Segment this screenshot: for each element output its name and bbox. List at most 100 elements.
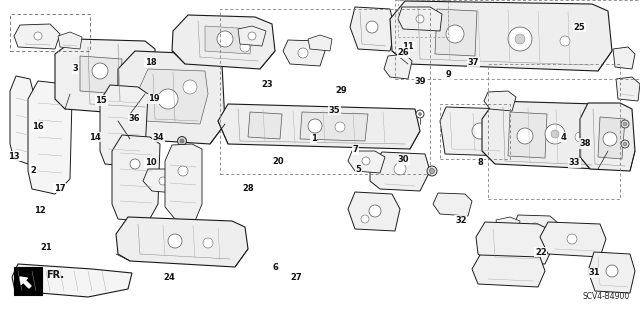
- Circle shape: [183, 80, 197, 94]
- Polygon shape: [300, 112, 368, 141]
- Polygon shape: [496, 217, 520, 233]
- Circle shape: [623, 142, 627, 146]
- Text: 10: 10: [145, 158, 156, 167]
- Polygon shape: [390, 1, 612, 71]
- Polygon shape: [118, 51, 225, 144]
- Circle shape: [416, 15, 424, 23]
- Polygon shape: [238, 26, 266, 46]
- Polygon shape: [100, 85, 148, 167]
- Circle shape: [158, 89, 178, 109]
- Text: 25: 25: [573, 23, 585, 32]
- Circle shape: [515, 34, 525, 44]
- Circle shape: [369, 205, 381, 217]
- Circle shape: [623, 122, 627, 126]
- Text: 35: 35: [329, 106, 340, 115]
- Polygon shape: [10, 76, 35, 164]
- Text: 28: 28: [243, 184, 254, 193]
- Text: 24: 24: [164, 273, 175, 282]
- Circle shape: [603, 132, 617, 146]
- Circle shape: [560, 36, 570, 46]
- Text: 17: 17: [54, 184, 65, 193]
- Polygon shape: [283, 40, 325, 66]
- Circle shape: [180, 162, 189, 172]
- Text: 14: 14: [89, 133, 100, 142]
- Polygon shape: [12, 264, 132, 297]
- Circle shape: [177, 137, 186, 145]
- Circle shape: [621, 120, 629, 128]
- Circle shape: [366, 21, 378, 33]
- Polygon shape: [613, 47, 635, 69]
- Text: SCV4-B4900: SCV4-B4900: [583, 292, 630, 301]
- Polygon shape: [588, 252, 635, 293]
- Circle shape: [240, 42, 250, 52]
- Text: FR.: FR.: [46, 270, 64, 280]
- Text: 2: 2: [30, 166, 36, 175]
- Circle shape: [517, 128, 533, 144]
- Circle shape: [159, 177, 167, 185]
- Circle shape: [308, 119, 322, 133]
- Text: 9: 9: [445, 70, 451, 79]
- Polygon shape: [384, 54, 412, 79]
- Text: 37: 37: [468, 58, 479, 67]
- Text: 4: 4: [560, 133, 566, 142]
- Text: 18: 18: [145, 58, 156, 67]
- Polygon shape: [484, 91, 516, 111]
- Text: 12: 12: [34, 206, 45, 215]
- Circle shape: [180, 139, 184, 143]
- Circle shape: [298, 48, 308, 58]
- Text: 8: 8: [477, 158, 483, 167]
- Circle shape: [335, 122, 345, 132]
- Text: 32: 32: [455, 216, 467, 225]
- Text: 39: 39: [415, 77, 426, 86]
- Circle shape: [168, 234, 182, 248]
- Text: 30: 30: [397, 155, 409, 164]
- Polygon shape: [138, 69, 208, 124]
- Polygon shape: [112, 135, 160, 222]
- Text: 13: 13: [8, 152, 20, 161]
- Circle shape: [621, 140, 629, 148]
- Polygon shape: [172, 15, 275, 69]
- Circle shape: [446, 25, 464, 43]
- Text: 23: 23: [262, 80, 273, 89]
- Circle shape: [472, 123, 488, 139]
- Circle shape: [394, 163, 406, 175]
- FancyArrow shape: [20, 277, 31, 288]
- Text: 21: 21: [41, 243, 52, 252]
- Text: 11: 11: [403, 42, 414, 51]
- Polygon shape: [435, 9, 477, 56]
- Circle shape: [531, 223, 539, 231]
- Polygon shape: [472, 255, 545, 287]
- Polygon shape: [205, 26, 253, 54]
- Circle shape: [419, 113, 422, 115]
- Polygon shape: [440, 107, 510, 156]
- Circle shape: [427, 166, 437, 176]
- Circle shape: [178, 166, 188, 176]
- Polygon shape: [165, 144, 202, 221]
- Text: 6: 6: [272, 263, 278, 272]
- Polygon shape: [482, 101, 608, 169]
- Polygon shape: [580, 103, 635, 171]
- Circle shape: [217, 31, 233, 47]
- Circle shape: [551, 130, 559, 138]
- Polygon shape: [476, 222, 552, 264]
- Polygon shape: [513, 215, 558, 239]
- Polygon shape: [540, 222, 606, 257]
- Circle shape: [508, 27, 532, 51]
- Polygon shape: [80, 56, 122, 94]
- Circle shape: [416, 110, 424, 118]
- Circle shape: [92, 63, 108, 79]
- Text: 22: 22: [535, 248, 547, 256]
- Polygon shape: [218, 104, 420, 149]
- Polygon shape: [58, 32, 82, 49]
- Polygon shape: [616, 77, 640, 101]
- Polygon shape: [248, 112, 282, 139]
- Polygon shape: [433, 193, 472, 216]
- Circle shape: [183, 165, 187, 169]
- Circle shape: [362, 157, 370, 165]
- Polygon shape: [14, 24, 60, 49]
- Polygon shape: [308, 35, 332, 51]
- Polygon shape: [28, 81, 72, 194]
- Circle shape: [361, 215, 369, 223]
- Polygon shape: [55, 39, 155, 114]
- Polygon shape: [508, 112, 547, 158]
